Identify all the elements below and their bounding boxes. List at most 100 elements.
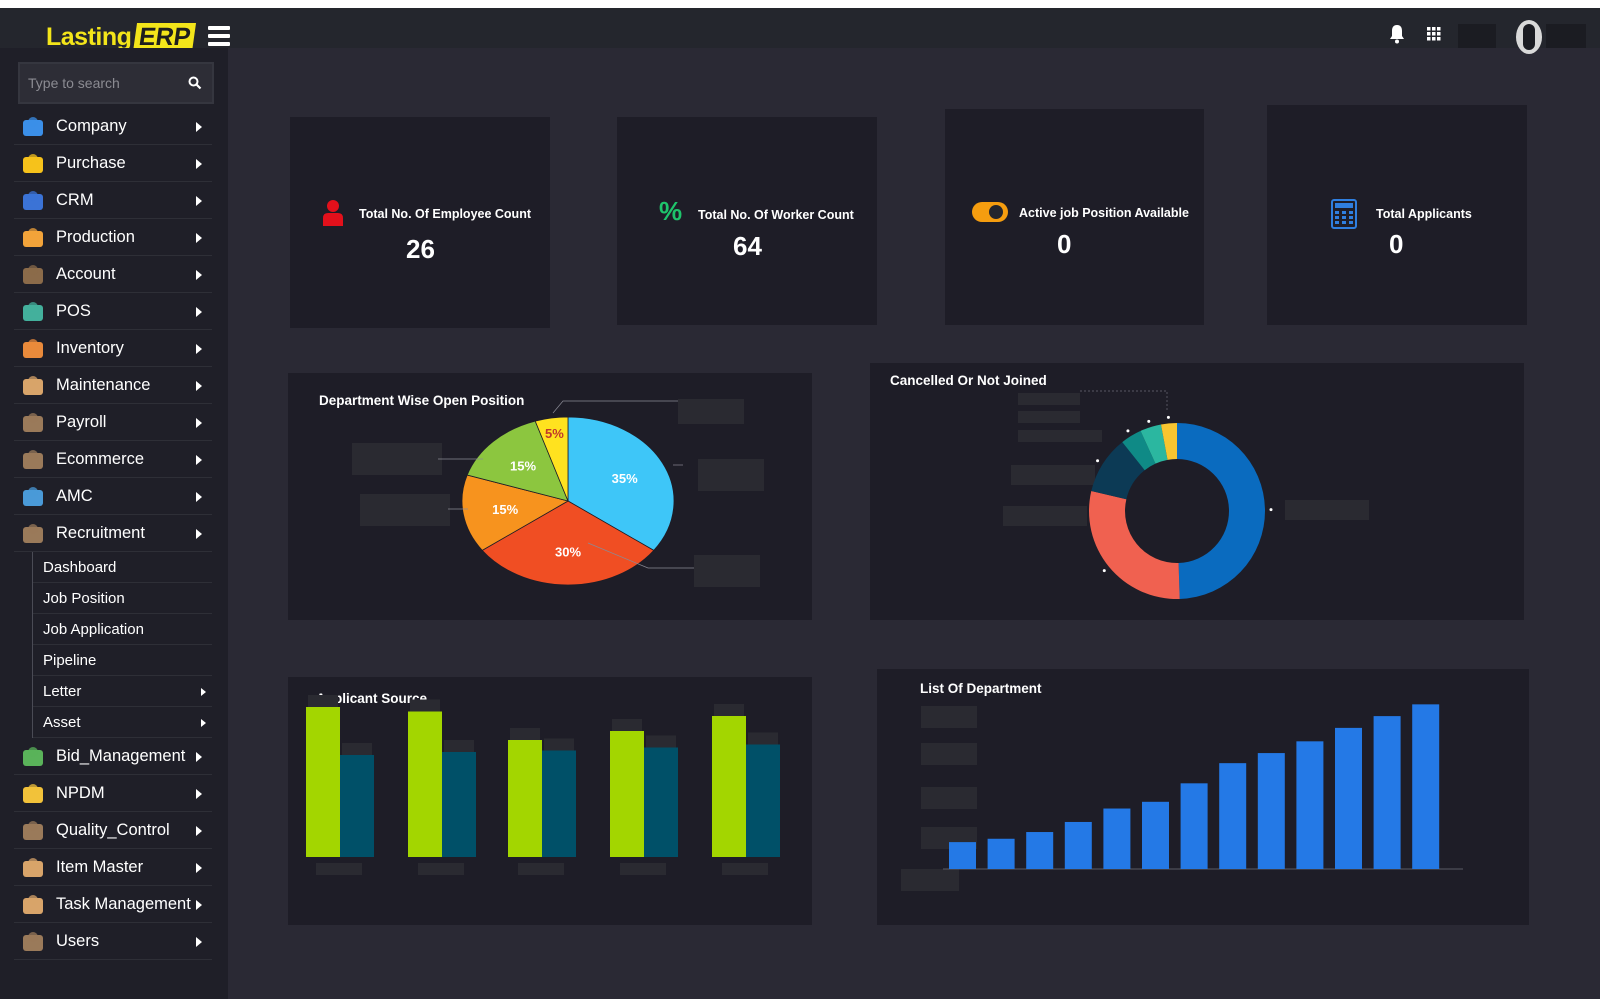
source-bar[interactable] (340, 755, 374, 857)
people-network-icon (20, 187, 46, 213)
sidebar-item-quality-control[interactable]: Quality_Control (14, 812, 212, 849)
department-bar[interactable] (1412, 704, 1440, 869)
donut-slice[interactable] (1122, 430, 1156, 471)
user-avatar[interactable] (1516, 20, 1542, 54)
donut-slice[interactable] (1177, 423, 1266, 599)
box-icon (20, 224, 46, 250)
sidebar-item-label: Production (56, 227, 135, 246)
employee-count-card[interactable]: Total No. Of Employee Count 26 (290, 117, 550, 328)
donut-label-dot (1166, 415, 1170, 419)
source-bar[interactable] (542, 750, 576, 858)
axis-placeholder (921, 706, 977, 728)
sidebar-item-recruitment[interactable]: Recruitment (14, 515, 212, 552)
sidebar-item-purchase[interactable]: Purchase (14, 145, 212, 182)
department-bar[interactable] (1257, 753, 1285, 869)
sidebar-item-ecommerce[interactable]: Ecommerce (14, 441, 212, 478)
sidebar-item-maintenance[interactable]: Maintenance (14, 367, 212, 404)
search-input[interactable] (28, 72, 178, 94)
source-bar[interactable] (508, 740, 542, 857)
pie-slice[interactable] (567, 416, 675, 551)
toggle-icon (972, 202, 1008, 222)
chevron-right-icon (196, 159, 202, 169)
department-bar[interactable] (1335, 727, 1362, 869)
pie-slice[interactable] (461, 474, 570, 551)
sidebar-item-npdm[interactable]: NPDM (14, 775, 212, 812)
donut-slice[interactable] (1091, 442, 1145, 500)
pie-slice[interactable] (466, 420, 569, 502)
sidebar-item-payroll[interactable]: Payroll (14, 404, 212, 441)
legend-placeholder (1018, 393, 1080, 405)
chevron-right-icon (196, 122, 202, 132)
department-bar[interactable] (1373, 716, 1401, 869)
accountant-icon (20, 261, 46, 287)
sidebar-item-account[interactable]: Account (14, 256, 212, 293)
sidebar-item-company[interactable]: Company (14, 108, 212, 145)
donut-slice[interactable] (1140, 424, 1168, 464)
source-bar[interactable] (644, 747, 678, 858)
department-bar[interactable] (987, 838, 1015, 869)
sidebar-item-production[interactable]: Production (14, 219, 212, 256)
gear-face-icon (20, 891, 46, 917)
hamburger-menu-icon[interactable] (208, 26, 230, 48)
team-icon (20, 520, 46, 546)
x-tick-placeholder (418, 863, 464, 875)
pie-slice[interactable] (534, 416, 569, 502)
source-bar[interactable] (442, 752, 476, 857)
sidebar-item-label: Purchase (56, 153, 126, 172)
total-applicants-card[interactable]: Total Applicants 0 (1267, 105, 1527, 325)
applicant-source-panel: Applicant Source (288, 677, 812, 925)
source-bar[interactable] (746, 744, 780, 858)
chevron-right-icon (196, 492, 202, 502)
legend-placeholder (1011, 465, 1095, 485)
department-bar[interactable] (1296, 741, 1324, 869)
department-bar[interactable] (1064, 821, 1092, 869)
sidebar-item-inventory[interactable]: Inventory (14, 330, 212, 367)
tools-icon (20, 483, 46, 509)
legend-placeholder (678, 399, 744, 424)
submenu-item-job-position[interactable]: Job Position (33, 583, 212, 614)
donut-slice[interactable] (1160, 423, 1177, 460)
source-bar[interactable] (408, 711, 442, 858)
chevron-right-icon (196, 455, 202, 465)
sidebar-item-crm[interactable]: CRM (14, 182, 212, 219)
submenu-item-dashboard[interactable]: Dashboard (33, 552, 212, 583)
donut-slice[interactable] (1089, 491, 1180, 599)
submenu-item-letter[interactable]: Letter (33, 676, 212, 707)
search-icon[interactable] (188, 76, 202, 90)
department-bar[interactable] (1180, 783, 1208, 869)
sidebar-item-users[interactable]: Users (14, 923, 212, 960)
department-bar[interactable] (1026, 832, 1054, 869)
department-bar[interactable] (1142, 801, 1169, 869)
lightbulb-gear-icon (20, 780, 46, 806)
legend-placeholder (1018, 411, 1080, 423)
sidebar-item-item-master[interactable]: Item Master (14, 849, 212, 886)
department-bar[interactable] (1103, 808, 1131, 869)
chevron-right-icon (196, 196, 202, 206)
active-positions-card[interactable]: Active job Position Available 0 (945, 109, 1204, 325)
sidebar-menu: Company Purchase CRM Production Account POS In… (14, 108, 212, 960)
pie-slice[interactable] (481, 500, 655, 586)
bell-icon[interactable] (1389, 24, 1405, 44)
submenu-item-label: Job Application (43, 620, 144, 638)
source-bar[interactable] (712, 716, 746, 857)
worker-count-card[interactable]: % Total No. Of Worker Count 64 (617, 117, 877, 325)
chevron-right-icon (201, 688, 206, 696)
username-placeholder[interactable] (1546, 24, 1586, 48)
apps-grid-icon[interactable] (1427, 27, 1441, 41)
sidebar-item-pos[interactable]: POS (14, 293, 212, 330)
submenu-item-job-application[interactable]: Job Application (33, 614, 212, 645)
app-logo[interactable]: Lasting ERP (46, 22, 197, 52)
source-bar[interactable] (306, 707, 340, 857)
department-bar[interactable] (949, 842, 976, 869)
submenu-item-asset[interactable]: Asset (33, 707, 212, 738)
legend-placeholder (694, 555, 760, 587)
department-bar[interactable] (1219, 763, 1247, 869)
submenu-item-pipeline[interactable]: Pipeline (33, 645, 212, 676)
sidebar-item-amc[interactable]: AMC (14, 478, 212, 515)
sidebar-item-label: Recruitment (56, 523, 145, 542)
source-bar[interactable] (610, 731, 644, 857)
chevron-right-icon (196, 381, 202, 391)
sidebar-item-task-management[interactable]: Task Management (14, 886, 212, 923)
sidebar-item-bid-management[interactable]: Bid_Management (14, 738, 212, 775)
sidebar-item-label: Bid_Management (56, 746, 186, 765)
